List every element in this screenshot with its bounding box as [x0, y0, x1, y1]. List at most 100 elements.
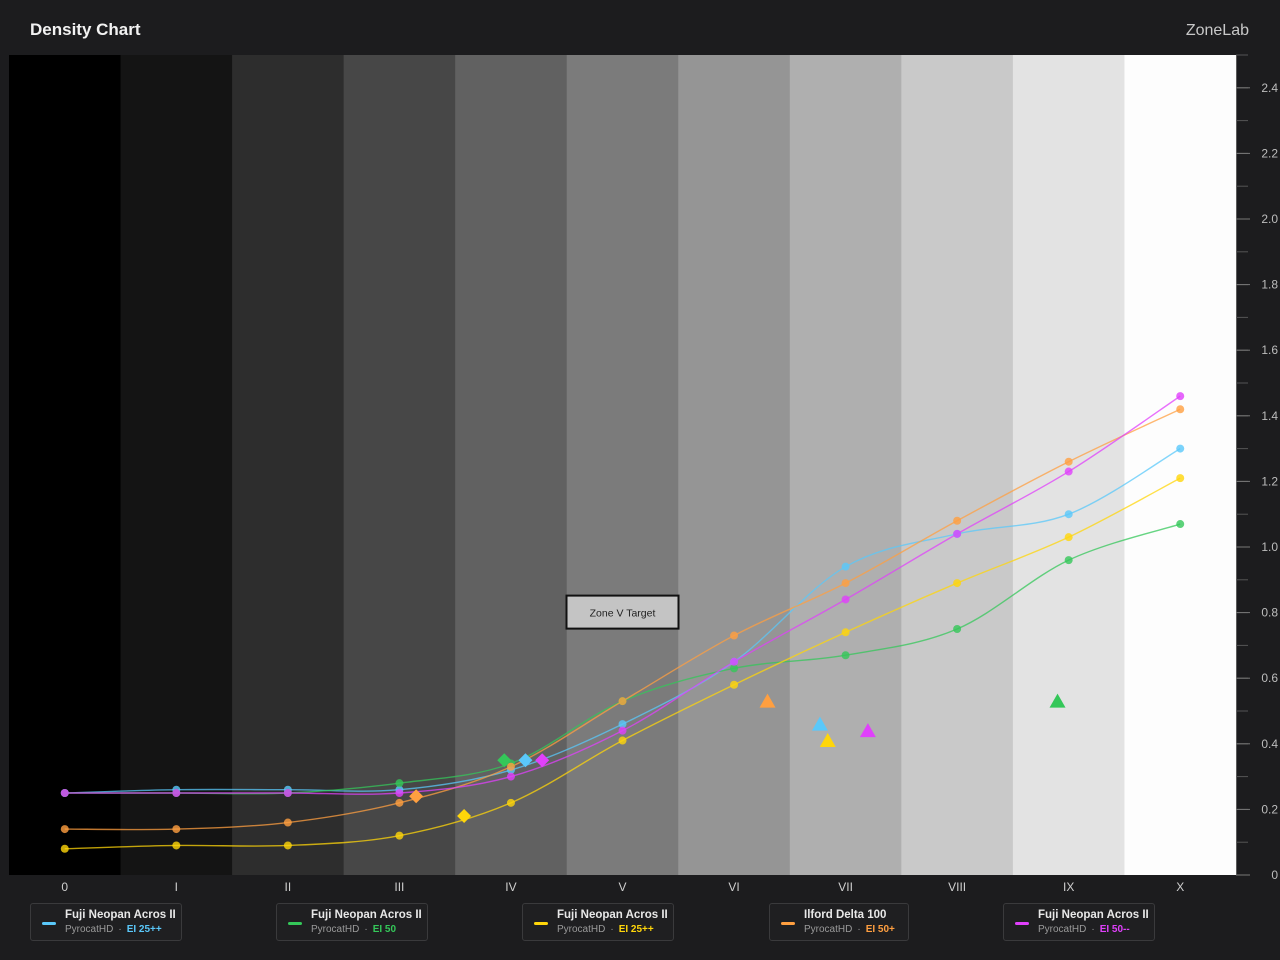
data-point[interactable]	[283, 841, 292, 850]
data-point[interactable]	[395, 831, 404, 840]
y-tick-label: 0	[1271, 868, 1278, 882]
legend-film-name: Fuji Neopan Acros II	[65, 909, 176, 921]
legend-separator: ·	[1091, 924, 1095, 935]
zone-band-I	[120, 55, 233, 875]
triangle-marker-5[interactable]	[859, 723, 876, 738]
data-point[interactable]	[953, 529, 962, 538]
data-point[interactable]	[618, 726, 627, 735]
data-point[interactable]	[1064, 556, 1073, 565]
legend-separator: ·	[857, 924, 861, 935]
data-point[interactable]	[283, 818, 292, 827]
data-point[interactable]	[1176, 474, 1185, 483]
legend-item-4[interactable]: Ilford Delta 100 PyrocatHD · EI 50+	[769, 903, 909, 941]
legend-ei: EI 25++	[618, 924, 654, 935]
triangle-marker-4[interactable]	[759, 693, 776, 708]
data-point[interactable]	[953, 579, 962, 588]
legend-swatch	[534, 922, 548, 925]
legend-separator: ·	[364, 924, 368, 935]
data-point[interactable]	[506, 762, 515, 771]
data-point[interactable]	[506, 798, 515, 807]
data-point[interactable]	[618, 736, 627, 745]
data-point[interactable]	[1064, 533, 1073, 542]
legend-ei: EI 50	[372, 924, 397, 935]
data-point[interactable]	[730, 657, 739, 666]
data-point[interactable]	[60, 844, 69, 853]
density-chart[interactable]: 0 0.2 0.4 0.6 0.8 1.0 1.2 1.4 1.6 1.8 2.0 2.2 2.4 0 I…	[0, 0, 1280, 900]
legend-item-5[interactable]: Fuji Neopan Acros II PyrocatHD · EI 50--	[1003, 903, 1155, 941]
data-point[interactable]	[1064, 510, 1073, 519]
legend-item-1[interactable]: Fuji Neopan Acros II PyrocatHD · EI 25++	[30, 903, 182, 941]
legend-developer: PyrocatHD	[311, 924, 360, 935]
data-point[interactable]	[172, 841, 181, 850]
zone-target-label: Zone V Target	[590, 608, 656, 620]
data-point[interactable]	[841, 579, 850, 588]
zone-band-IV	[455, 55, 568, 875]
data-point[interactable]	[1064, 467, 1073, 476]
diamond-marker-2[interactable]	[497, 753, 512, 768]
legend-film-name: Ilford Delta 100	[804, 909, 887, 921]
data-point[interactable]	[841, 595, 850, 604]
legend-item-2[interactable]: Fuji Neopan Acros II PyrocatHD · EI 50	[276, 903, 428, 941]
page-title: Density Chart	[30, 20, 141, 39]
x-tick-label: III	[394, 880, 404, 894]
legend-subtitle: PyrocatHD · EI 50--	[1038, 924, 1144, 935]
data-point[interactable]	[953, 625, 962, 633]
data-point[interactable]	[1176, 444, 1185, 453]
legend-developer: PyrocatHD	[804, 924, 853, 935]
data-point[interactable]	[1176, 392, 1185, 401]
brand-label: ZoneLab	[1185, 22, 1249, 39]
legend-separator: ·	[610, 924, 614, 935]
zone-band-X	[1124, 55, 1237, 875]
data-point[interactable]	[60, 825, 69, 834]
data-point[interactable]	[730, 680, 739, 689]
data-point[interactable]	[506, 772, 515, 781]
data-point[interactable]	[395, 798, 404, 807]
y-tick-label: 1.0	[1261, 540, 1278, 554]
data-point[interactable]	[395, 789, 404, 797]
x-tick-label: I	[175, 880, 178, 894]
legend-subtitle: PyrocatHD · EI 50	[311, 924, 417, 935]
series-line-1	[64, 447, 1181, 794]
data-point[interactable]	[841, 628, 850, 637]
triangle-marker-1[interactable]	[811, 716, 828, 731]
data-point[interactable]	[618, 720, 627, 729]
data-point[interactable]	[395, 779, 404, 788]
data-point[interactable]	[283, 789, 292, 797]
legend-separator: ·	[118, 924, 122, 935]
y-tick-label: 0.8	[1261, 606, 1278, 620]
triangle-marker-2[interactable]	[1049, 693, 1066, 708]
y-tick-label: 2.4	[1261, 81, 1278, 95]
x-tick-label: 0	[61, 880, 68, 894]
data-point[interactable]	[1064, 457, 1073, 466]
data-point[interactable]	[618, 697, 627, 706]
diamond-marker-1[interactable]	[518, 753, 533, 768]
triangle-marker-3[interactable]	[819, 733, 836, 748]
y-tick-label: 0.4	[1261, 737, 1278, 751]
series-line-3	[64, 477, 1181, 850]
data-point[interactable]	[841, 651, 850, 660]
legend-swatch	[42, 922, 56, 925]
legend-subtitle: PyrocatHD · EI 25++	[557, 924, 663, 935]
legend-item-3[interactable]: Fuji Neopan Acros II PyrocatHD · EI 25++	[522, 903, 674, 941]
zone-target-box[interactable]	[565, 594, 680, 630]
zone-band-II	[232, 55, 345, 875]
data-point[interactable]	[730, 664, 739, 673]
data-point[interactable]	[953, 516, 962, 525]
y-tick-label: 1.4	[1261, 409, 1278, 423]
data-point[interactable]	[172, 825, 181, 834]
diamond-marker-4[interactable]	[409, 789, 424, 804]
x-tick-label: X	[1176, 880, 1184, 894]
y-tick-label: 0.2	[1261, 802, 1278, 816]
zone-band-VI	[678, 55, 791, 875]
data-point[interactable]	[1176, 405, 1185, 414]
legend-swatch	[1015, 922, 1029, 925]
legend-film-name: Fuji Neopan Acros II	[311, 909, 422, 921]
diamond-marker-5[interactable]	[535, 753, 550, 768]
data-point[interactable]	[730, 631, 739, 640]
data-point[interactable]	[60, 789, 69, 797]
diamond-marker-3[interactable]	[457, 808, 472, 823]
data-point[interactable]	[1176, 520, 1185, 529]
legend-swatch	[781, 922, 795, 925]
data-point[interactable]	[841, 562, 850, 571]
data-point[interactable]	[172, 789, 181, 797]
